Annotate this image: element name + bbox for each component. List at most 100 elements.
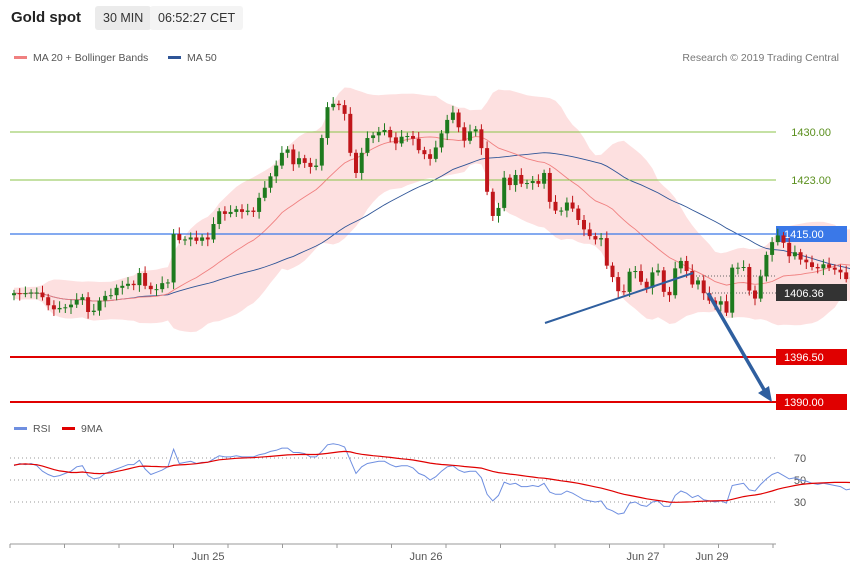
ma9-legend-label: 9MA: [81, 423, 103, 435]
candle: [456, 109, 461, 133]
candle: [393, 132, 398, 151]
candle-body-up: [775, 235, 780, 243]
candle-body-up: [319, 138, 324, 166]
candle-body-down: [644, 281, 649, 288]
candle: [770, 237, 775, 262]
candle-body-down: [547, 172, 552, 202]
candle-body-down: [336, 103, 341, 106]
candle: [205, 232, 210, 247]
candle-body-down: [582, 219, 586, 230]
candle-body-up: [314, 165, 319, 167]
candle: [485, 141, 490, 196]
candle: [559, 207, 564, 216]
candle: [525, 179, 529, 189]
candle: [240, 204, 244, 219]
candle: [103, 290, 108, 308]
candle: [507, 174, 512, 191]
candle-body-down: [148, 285, 153, 290]
candle: [348, 107, 353, 157]
candle: [696, 277, 700, 290]
candle-body-down: [46, 297, 51, 306]
candle: [234, 205, 239, 217]
candle: [422, 146, 427, 160]
candle: [724, 294, 729, 317]
candle-body-up: [718, 301, 723, 305]
current-price-label: 1406.36: [784, 288, 824, 300]
candle: [325, 102, 330, 145]
main-legend: MA 20 + Bollinger Bands MA 50 Research ©…: [14, 52, 839, 64]
support-level-box-1: [776, 349, 847, 365]
rsi-tick-label: 70: [794, 453, 806, 465]
candle-body-up: [325, 107, 330, 139]
candle-body-down: [479, 129, 484, 149]
candle-body-up: [599, 238, 604, 240]
candle-body-down: [485, 148, 490, 192]
candle: [165, 279, 170, 289]
candle-body-down: [553, 201, 558, 211]
candle-body-down: [507, 177, 512, 186]
candle: [798, 248, 803, 265]
candle-body-down: [240, 209, 244, 212]
candle-body-up: [359, 152, 364, 173]
candle-body-down: [701, 280, 706, 294]
candle: [114, 284, 119, 301]
candle-body-up: [473, 129, 478, 132]
candle: [530, 175, 535, 190]
candle: [610, 262, 615, 283]
candle-body-up: [257, 197, 262, 212]
ma20-line: [13, 136, 850, 302]
candle-body-up: [559, 210, 564, 212]
candle: [308, 157, 313, 174]
candle-body-up: [468, 131, 472, 141]
candle-body-up: [114, 287, 119, 296]
candle: [342, 100, 347, 121]
candle: [177, 227, 182, 244]
candle: [188, 232, 193, 247]
bollinger-band: [14, 87, 850, 333]
candle-body-up: [245, 210, 250, 212]
candle: [479, 124, 484, 155]
candle-body-down: [428, 154, 433, 159]
price-chart[interactable]: MA 20 + Bollinger Bands MA 50 Research ©…: [0, 36, 850, 576]
candle-body-down: [17, 293, 22, 295]
candle: [371, 132, 376, 144]
rsi-tick-label: 30: [794, 497, 806, 509]
candle: [217, 207, 222, 230]
candle: [673, 261, 678, 299]
timeframe-selector[interactable]: 30 MIN: [95, 6, 152, 30]
candle: [815, 263, 820, 274]
candle: [428, 149, 433, 166]
candle: [627, 268, 632, 297]
candle-body-down: [576, 208, 581, 220]
candle: [302, 154, 307, 168]
candle: [297, 151, 301, 168]
candle: [490, 188, 495, 221]
candle-body-up: [268, 176, 273, 188]
candle-body-up: [542, 172, 547, 184]
candle-body-up: [564, 202, 569, 211]
candle: [51, 300, 56, 317]
candle: [40, 285, 45, 301]
candle-body-down: [251, 210, 256, 212]
candle: [536, 174, 541, 188]
candle-body-up: [279, 152, 284, 166]
rsi-legend-label: RSI: [33, 423, 51, 435]
chart-header: Gold spot 30 MIN 06:52:27 CET: [0, 0, 850, 36]
candle: [792, 245, 797, 260]
candle-body-down: [781, 235, 786, 243]
candle-body-down: [86, 297, 91, 312]
candle-body-up: [211, 224, 216, 240]
candle: [285, 146, 290, 158]
candle: [775, 228, 780, 246]
candle-body-down: [456, 112, 461, 128]
candle: [57, 301, 62, 313]
candle-body-down: [838, 269, 843, 273]
level-label-1415: 1415.00: [784, 229, 824, 241]
forecast-arrow-shaft: [706, 292, 768, 394]
current-price-box: [776, 284, 847, 301]
candle-body-up: [382, 129, 387, 132]
candle-body-up: [513, 174, 518, 186]
candle: [200, 234, 205, 246]
ma9-legend-swatch: [62, 427, 75, 430]
candle: [502, 170, 507, 212]
